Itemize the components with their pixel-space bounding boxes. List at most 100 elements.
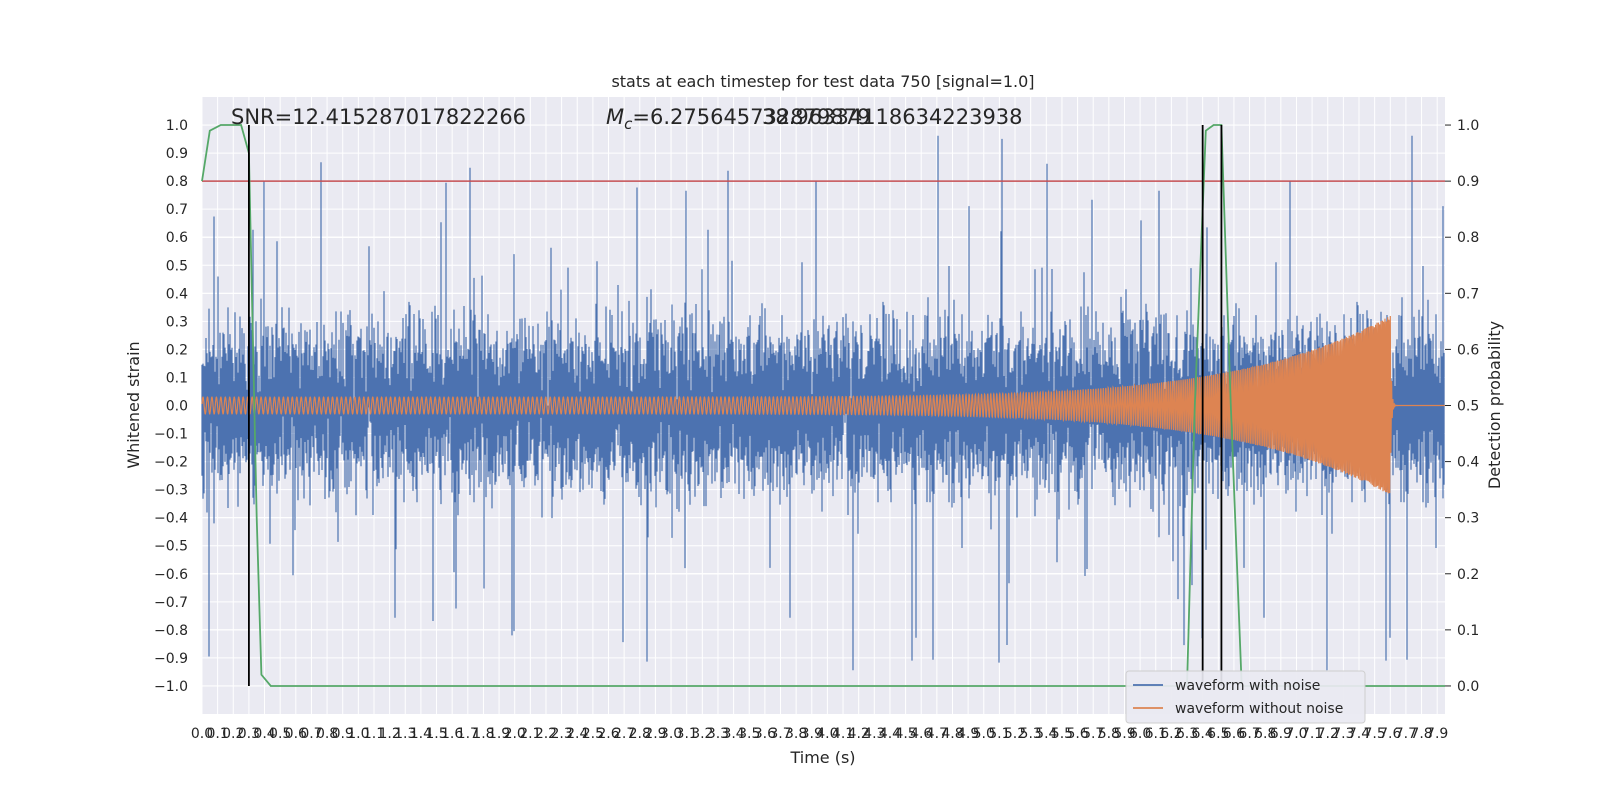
x-tick-label: 0.6 [285,726,307,742]
x-tick-label: 7.8 [1410,726,1432,742]
x-tick-label: 5.9 [1113,726,1135,742]
y2-tick-label: 0.1 [1457,623,1479,639]
x-tick-label: 7.7 [1395,726,1417,742]
chart-title: stats at each timestep for test data 750… [611,72,1034,91]
x-tick-label: 0.2 [222,726,244,742]
x-tick-label: 3.4 [722,726,744,742]
series-waveform-without-noise [201,315,1445,494]
x-tick-label: 3.1 [676,726,698,742]
y-tick-label: 0.5 [166,258,188,274]
x-tick-label: 1.1 [363,726,385,742]
x-tick-label: 1.6 [441,726,463,742]
x-tick-label: 4.3 [863,726,885,742]
x-tick-label: 7.6 [1379,726,1401,742]
y2-tick-label: 0.8 [1457,230,1479,246]
series-detection-probability [201,124,1445,687]
y2-tick-label: 0.6 [1457,342,1479,358]
y-tick-label: 1.0 [166,118,188,134]
y-tick-label: −1.0 [154,679,188,695]
vertical-markers [248,125,1223,686]
clean-waveform-path [201,315,1445,494]
x-tick-label: 5.4 [1035,726,1057,742]
y2-axis-ticks: 1.0 0.9 0.8 0.7 0.6 0.5 0.4 0.3 0.2 0.1 0.0 [1445,118,1479,695]
x-tick-label: 5.3 [1020,726,1042,742]
x-tick-label: 1.8 [472,726,494,742]
x-tick-label: 2.5 [582,726,604,742]
x-tick-label: 4.4 [879,726,901,742]
y-tick-label: 0.2 [166,342,188,358]
chirp-mass-annotation: Mc=6.275645732879879 [606,105,870,133]
x-tick-label: 4.7 [926,726,948,742]
legend-label-clean: waveform without noise [1175,701,1343,717]
y-tick-label: 0.6 [166,230,188,246]
x-tick-label: 3.8 [785,726,807,742]
y-tick-label: 0.9 [166,146,188,162]
x-tick-label: 4.8 [941,726,963,742]
x-tick-label: 6.1 [1145,726,1167,742]
y2-tick-label: 0.2 [1457,567,1479,583]
x-tick-label: 7.0 [1285,726,1307,742]
x-tick-label: 4.6 [910,726,932,742]
y-tick-label: 0.3 [166,314,188,330]
x-tick-label: 0.8 [316,726,338,742]
x-tick-label: 0.1 [207,726,229,742]
x-tick-label: 1.5 [425,726,447,742]
x-tick-label: 6.5 [1207,726,1229,742]
x-tick-label: 3.9 [801,726,823,742]
x-tick-label: 6.6 [1223,726,1245,742]
y-tick-label: 0.8 [166,174,188,190]
x-tick-label: 2.1 [519,726,541,742]
x-tick-label: 3.3 [707,726,729,742]
x-tick-label: 7.9 [1426,726,1448,742]
x-tick-label: 1.4 [410,726,432,742]
y-tick-label: −0.7 [154,595,188,611]
x-tick-label: 7.5 [1364,726,1386,742]
x-tick-label: 5.6 [1066,726,1088,742]
legend: waveform with noise waveform without noi… [1125,670,1366,724]
x-tick-label: 7.2 [1317,726,1339,742]
x-tick-label: 2.2 [535,726,557,742]
y-tick-label: 0.7 [166,202,188,218]
y-tick-label: −0.8 [154,623,188,639]
x-tick-label: 4.0 [816,726,838,742]
legend-box [1125,670,1366,724]
x-tick-label: 5.1 [988,726,1010,742]
x-tick-label: 6.4 [1192,726,1214,742]
x-tick-label: 5.7 [1082,726,1104,742]
y2-tick-label: 0.3 [1457,511,1479,527]
x-tick-label: 5.2 [1004,726,1026,742]
x-tick-label: 1.9 [488,726,510,742]
x-tick-label: 0.4 [253,726,275,742]
x-tick-label: 2.3 [550,726,572,742]
chirp-mass-subscript: c [624,115,633,133]
x-tick-label: 6.0 [1129,726,1151,742]
x-tick-label: 4.5 [894,726,916,742]
x-tick-label: 5.5 [1051,726,1073,742]
x-tick-label: 3.2 [691,726,713,742]
x-tick-label: 7.3 [1332,726,1354,742]
x-tick-label: 7.1 [1301,726,1323,742]
y-tick-label: −0.1 [154,427,188,443]
x-tick-label: 7.4 [1348,726,1370,742]
x-tick-label: 3.6 [754,726,776,742]
x-tick-label: 0.5 [269,726,291,742]
y2-tick-label: 0.9 [1457,174,1479,190]
x-tick-label: 2.7 [613,726,635,742]
y-tick-label: 0.1 [166,370,188,386]
y2-tick-label: 0.5 [1457,399,1479,415]
y-tick-label: −0.2 [154,455,188,471]
x-tick-label: 1.2 [378,726,400,742]
x-tick-label: 2.0 [504,726,526,742]
x-tick-label: 4.9 [957,726,979,742]
x-tick-label: 0.9 [332,726,354,742]
x-tick-label: 0.0 [191,726,213,742]
y-tick-label: 0.0 [166,399,188,415]
y-tick-label: −0.4 [154,511,188,527]
x-tick-label: 3.7 [769,726,791,742]
y-axis-label: Whitened strain [124,341,143,468]
y-tick-label: −0.6 [154,567,188,583]
x-tick-label: 5.0 [973,726,995,742]
x-tick-label: 2.4 [566,726,588,742]
x-tick-label: 1.0 [347,726,369,742]
